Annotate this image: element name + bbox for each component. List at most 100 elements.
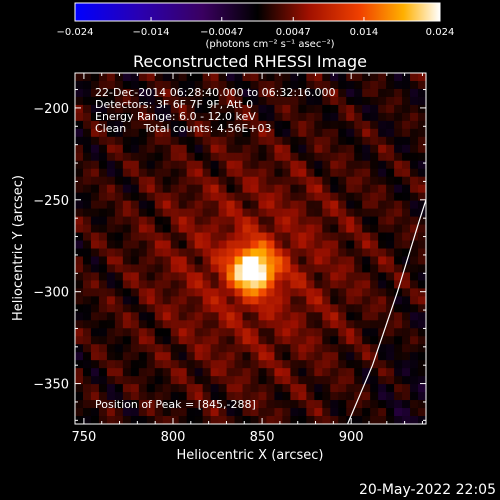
heatmap-cell (322, 336, 331, 345)
heatmap-cell (122, 400, 132, 409)
heatmap-cell (242, 112, 252, 122)
heatmap-cell (162, 80, 172, 90)
heatmap-cell (354, 240, 363, 250)
heatmap-cell (210, 264, 220, 274)
heatmap-cell (138, 136, 148, 146)
heatmap-cell (186, 368, 196, 377)
heatmap-cell (354, 280, 363, 289)
heatmap-cell (202, 128, 212, 138)
heatmap-cell (402, 328, 411, 337)
heatmap-cell (202, 88, 212, 98)
heatmap-cell (282, 200, 291, 210)
heatmap-cell (330, 216, 339, 226)
heatmap-cell (258, 176, 268, 186)
heatmap-cell (290, 296, 299, 305)
heatmap-cell (386, 296, 395, 305)
heatmap-cell (194, 312, 204, 321)
heatmap-cell (354, 304, 363, 313)
heatmap-cell (218, 384, 228, 393)
heatmap-cell (178, 120, 188, 130)
heatmap-cell (266, 264, 276, 274)
heatmap-cell (218, 248, 228, 258)
heatmap-cell (402, 120, 411, 130)
heatmap-cell (242, 232, 252, 242)
heatmap-cell (210, 304, 220, 313)
heatmap-cell (154, 184, 164, 194)
heatmap-cell (338, 384, 347, 393)
heatmap-cell (314, 392, 323, 401)
heatmap-cell (314, 272, 323, 282)
heatmap-cell (386, 176, 395, 186)
heatmap-cell (234, 176, 244, 186)
heatmap-cell (82, 376, 92, 385)
heatmap-cell (386, 232, 395, 242)
heatmap-cell (170, 296, 180, 305)
heatmap-cell (82, 176, 92, 186)
heatmap-cell (130, 96, 140, 106)
heatmap-cell (354, 352, 363, 361)
y-axis-ticks: −200−250−300−350 (33, 89, 426, 421)
heatmap-cell (138, 224, 148, 234)
heatmap-cell (170, 352, 180, 361)
heatmap-cell (330, 208, 339, 218)
heatmap-cell (314, 224, 323, 234)
heatmap-cell (122, 128, 132, 138)
heatmap-cell (162, 73, 172, 82)
heatmap-cell (130, 376, 140, 385)
heatmap-cell (162, 224, 172, 234)
heatmap-cell (346, 408, 355, 417)
heatmap-cell (106, 416, 116, 424)
heatmap-cell (266, 392, 276, 401)
heatmap-cell (170, 88, 180, 98)
heatmap-cell (370, 80, 379, 90)
heatmap-cell (82, 272, 92, 282)
heatmap-cell (338, 80, 347, 90)
heatmap-cell (362, 80, 371, 90)
heatmap-cell (258, 344, 268, 353)
heatmap-cell (210, 104, 220, 114)
heatmap-cell (258, 320, 268, 329)
heatmap-cell (306, 120, 315, 130)
heatmap-cell (282, 312, 291, 321)
heatmap-cell (362, 152, 371, 162)
heatmap-cell (146, 392, 156, 401)
heatmap-cell (378, 256, 387, 266)
heatmap-cell (202, 200, 212, 210)
heatmap-cell (282, 216, 291, 226)
heatmap-cell (242, 408, 252, 417)
heatmap-cell (130, 280, 140, 289)
heatmap-cell (362, 384, 371, 393)
heatmap-cell (346, 120, 355, 130)
heatmap-cell (194, 320, 204, 329)
heatmap-cell (114, 176, 124, 186)
heatmap-cell (322, 240, 331, 250)
heatmap-cell (210, 176, 220, 186)
heatmap-cell (138, 160, 148, 170)
heatmap-cell (98, 392, 108, 401)
heatmap-cell (346, 73, 355, 82)
heatmap-cell (290, 88, 299, 98)
heatmap-cell (378, 216, 387, 226)
heatmap-cell (114, 232, 124, 242)
heatmap-cell (226, 168, 236, 178)
heatmap-cell (250, 136, 260, 146)
annotation-peak-position: Position of Peak = [845,-288] (95, 398, 256, 411)
heatmap-cell (106, 192, 116, 202)
heatmap-cell (370, 224, 379, 234)
heatmap-cell (378, 288, 387, 297)
heatmap-cell (322, 168, 331, 178)
heatmap-cell (122, 312, 132, 321)
heatmap-cell (202, 352, 212, 361)
heatmap-cell (274, 136, 284, 146)
heatmap-cell (298, 232, 307, 242)
heatmap-cell (290, 416, 299, 424)
heatmap-cell (98, 136, 108, 146)
heatmap-cell (242, 144, 252, 154)
heatmap-cell (378, 400, 387, 409)
heatmap-cell (114, 160, 124, 170)
heatmap-cell (98, 112, 108, 122)
heatmap-cell (186, 336, 196, 345)
heatmap-cell (370, 168, 379, 178)
heatmap-cell (146, 288, 156, 297)
heatmap-cell (330, 152, 339, 162)
